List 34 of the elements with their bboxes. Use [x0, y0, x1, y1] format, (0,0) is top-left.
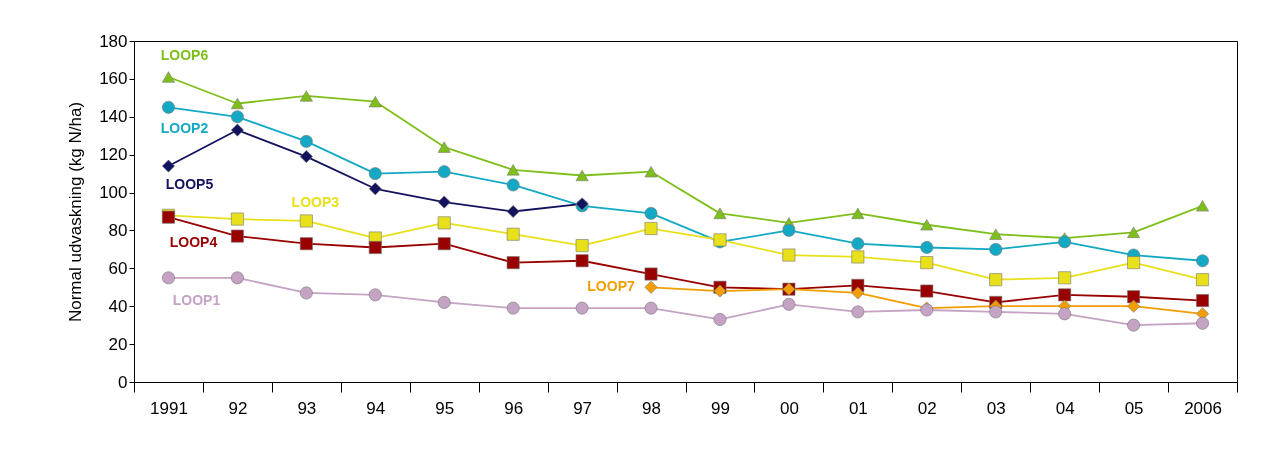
- y-axis-title: Normal udvaskning (kg N/ha): [66, 101, 86, 323]
- series-label: LOOP6: [160, 46, 209, 63]
- x-tick-label: 95: [435, 398, 455, 418]
- x-tick-label: 1991: [150, 398, 188, 418]
- y-tick-label: 120: [99, 145, 128, 165]
- y-tick-label: 140: [99, 107, 128, 127]
- series-label: LOOP3: [291, 193, 340, 210]
- x-tick-label: 94: [366, 398, 386, 418]
- x-tick-label: 02: [917, 398, 937, 418]
- x-tick-label: 96: [504, 398, 524, 418]
- y-tick-label: 180: [99, 31, 128, 51]
- x-tick-label: 00: [779, 398, 799, 418]
- x-tick-label: 93: [297, 398, 317, 418]
- y-tick-label: 0: [118, 372, 128, 392]
- y-tick-label: 40: [108, 296, 128, 316]
- y-tick-label: 80: [108, 220, 128, 240]
- series-label: LOOP1: [172, 291, 221, 308]
- x-tick-label: 01: [848, 398, 868, 418]
- x-tick-label: 2006: [1184, 398, 1222, 418]
- series-label: LOOP2: [160, 120, 209, 137]
- x-tick-label: 04: [1055, 398, 1075, 418]
- y-tick-label: 20: [108, 334, 128, 354]
- x-tick-label: 03: [986, 398, 1006, 418]
- series-label: LOOP4: [169, 234, 218, 251]
- x-tick-label: 98: [642, 398, 661, 418]
- x-tick-label: 97: [573, 398, 593, 418]
- y-tick-label: 60: [108, 258, 128, 278]
- y-tick-label: 100: [99, 183, 128, 203]
- x-tick-label: 99: [711, 398, 730, 418]
- x-tick-label: 92: [228, 398, 248, 418]
- x-tick-label: 05: [1124, 398, 1144, 418]
- series-label: LOOP7: [587, 278, 635, 295]
- y-tick-label: 160: [99, 69, 128, 89]
- series-label: LOOP5: [165, 176, 214, 193]
